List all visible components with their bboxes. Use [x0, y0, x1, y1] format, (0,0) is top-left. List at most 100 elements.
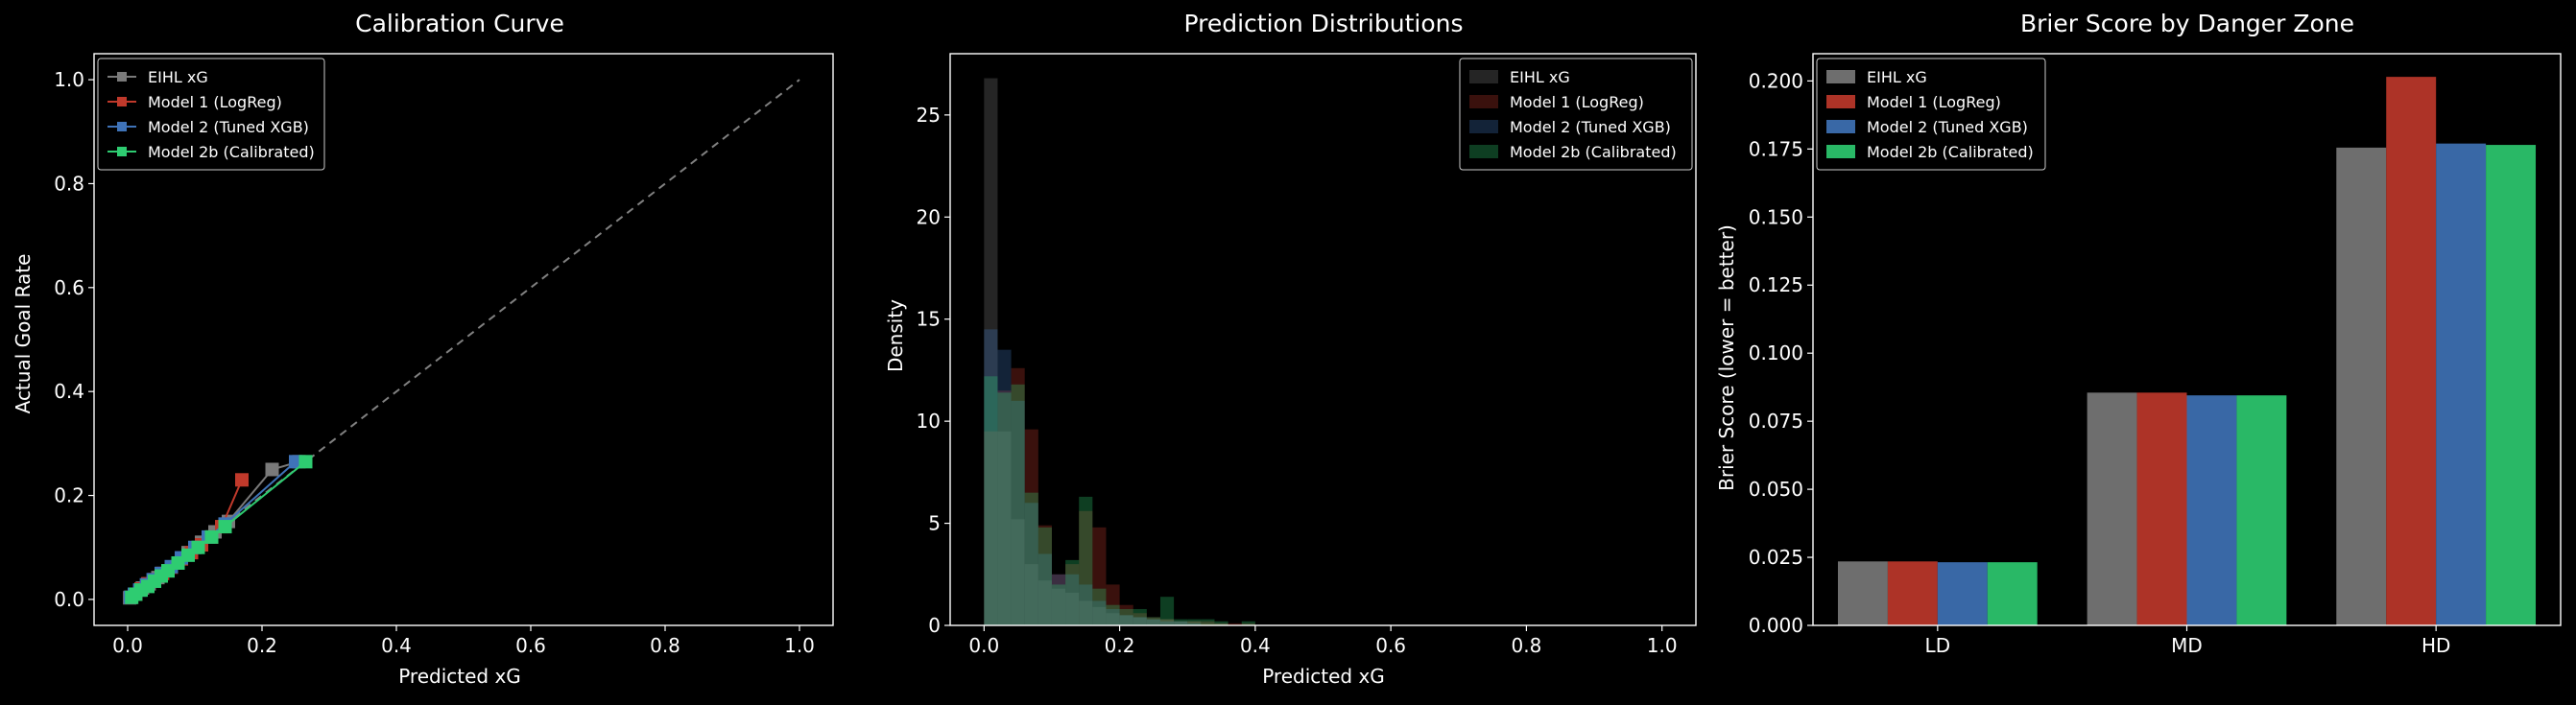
- calibration-ylabel: Actual Goal Rate: [12, 254, 35, 414]
- distribution-bar-eihl-xg: [997, 431, 1012, 625]
- distribution-xtick-label: 0.8: [1512, 634, 1542, 657]
- distribution-bar-model-2b-calibrated: [1051, 584, 1066, 625]
- distribution-bar-eihl-xg: [1092, 606, 1107, 625]
- brier-legend-swatch: [1826, 70, 1855, 83]
- distribution-bar-model-1-logreg: [1024, 429, 1038, 625]
- brier-legend-label: Model 2b (Calibrated): [1867, 143, 2034, 161]
- brier-ylabel: Brier Score (lower = better): [1715, 224, 1738, 491]
- brier-bar-eihl-xg-hd: [2336, 147, 2387, 625]
- distribution-bar-model-2-tuned-xgb: [1079, 584, 1093, 625]
- distribution-ytick-label: 15: [917, 308, 941, 331]
- distribution-bar-model-1-logreg: [1038, 525, 1052, 625]
- brier-legend-swatch: [1826, 95, 1855, 108]
- distribution-bar-eihl-xg: [1065, 592, 1080, 625]
- distribution-bar-model-2b-calibrated: [1079, 496, 1093, 625]
- brier-bar-eihl-xg-md: [2087, 392, 2137, 625]
- brier-ytick-label: 0.125: [1749, 273, 1803, 296]
- brier-ytick-label: 0.000: [1749, 614, 1803, 637]
- distribution-bar-model-2-tuned-xgb: [1174, 621, 1188, 625]
- distribution-ylabel: Density: [884, 299, 907, 372]
- calibration-point-model-2b-calibrated: [204, 529, 219, 544]
- calibration-xtick-label: 0.0: [112, 634, 143, 657]
- calibration-legend-label: Model 1 (LogReg): [148, 93, 282, 111]
- distribution-bar-model-2b-calibrated: [1159, 597, 1175, 625]
- calibration-legend-marker: [117, 147, 127, 156]
- calibration-legend-marker: [117, 72, 127, 82]
- calibration-point-model-1-logreg: [235, 473, 249, 487]
- distribution-bar-model-1-logreg: [1051, 574, 1066, 625]
- distribution-bar-eihl-xg: [1119, 615, 1133, 625]
- distribution-bar-eihl-xg: [1187, 621, 1202, 625]
- distribution-bar-eihl-xg: [1051, 588, 1066, 625]
- distribution-bar-model-1-logreg: [1011, 367, 1025, 625]
- distribution-bar-model-2b-calibrated: [1011, 384, 1025, 625]
- distribution-bar-eihl-xg: [1201, 623, 1215, 625]
- brier-bar-model-2b-calibrated-hd: [2486, 145, 2537, 626]
- distribution-xlabel: Predicted xG: [1262, 665, 1385, 688]
- distribution-xtick-label: 1.0: [1647, 634, 1678, 657]
- distribution-legend-box: [1459, 58, 1693, 171]
- brier-category-label: HD: [2421, 634, 2450, 657]
- calibration-xtick-label: 1.0: [784, 634, 815, 657]
- distribution-legend-label: Model 2 (Tuned XGB): [1510, 118, 1671, 136]
- brier-title: Brier Score by Danger Zone: [2020, 10, 2354, 37]
- calibration-legend-marker: [117, 97, 127, 106]
- distribution-axes-frame: [949, 53, 1697, 626]
- distribution-bar-model-2b-calibrated: [1174, 619, 1188, 625]
- distribution-bar-model-2-tuned-xgb: [1187, 623, 1202, 625]
- distribution-bar-model-2b-calibrated: [1065, 559, 1080, 625]
- brier-bar-model-2b-calibrated-md: [2236, 395, 2287, 625]
- distribution-bar-model-2b-calibrated: [997, 392, 1012, 625]
- distribution-bar-model-2b-calibrated: [1038, 527, 1052, 625]
- distribution-bar-eihl-xg: [984, 78, 998, 626]
- brier-legend-label: EIHL xG: [1867, 68, 1927, 86]
- distribution-bar-model-1-logreg: [1106, 584, 1120, 625]
- calibration-xtick-label: 0.4: [381, 634, 412, 657]
- distribution-bar-eihl-xg: [1174, 621, 1188, 625]
- calibration-point-model-2b-calibrated: [191, 540, 205, 554]
- distribution-bar-model-2b-calibrated: [1106, 604, 1120, 625]
- distribution-xtick-label: 0.6: [1375, 634, 1406, 657]
- distribution-bar-model-2b-calibrated: [1201, 619, 1215, 625]
- distribution-xtick-label: 0.2: [1105, 634, 1135, 657]
- distribution-bar-model-2b-calibrated: [1133, 608, 1147, 625]
- distribution-bar-model-2b-calibrated: [984, 376, 998, 625]
- distribution-bar-model-1-logreg: [1146, 617, 1160, 625]
- distribution-bar-model-1-logreg: [997, 390, 1012, 625]
- distribution-bar-model-2-tuned-xgb: [984, 329, 998, 625]
- distribution-bar-model-2b-calibrated: [1119, 608, 1133, 625]
- brier-bar-model-2b-calibrated-ld: [1987, 562, 2038, 625]
- calibration-perfect-diagonal: [127, 79, 800, 600]
- calibration-xtick-label: 0.8: [650, 634, 680, 657]
- calibration-ytick-label: 1.0: [54, 68, 84, 91]
- brier-legend-swatch: [1826, 145, 1855, 158]
- calibration-point-model-2b-calibrated: [218, 520, 232, 534]
- distribution-legend-swatch: [1469, 145, 1498, 158]
- distribution-ytick-label: 20: [917, 205, 941, 228]
- distribution-bar-eihl-xg: [1079, 600, 1093, 625]
- distribution-title: Prediction Distributions: [1183, 10, 1463, 37]
- distribution-bar-model-2-tuned-xgb: [1051, 574, 1066, 625]
- distribution-bar-model-2-tuned-xgb: [997, 349, 1012, 625]
- calibration-ytick-label: 0.8: [54, 172, 84, 195]
- distribution-legend-label: EIHL xG: [1510, 68, 1570, 86]
- distribution-bar-eihl-xg: [1038, 580, 1052, 625]
- brier-legend-label: Model 1 (LogReg): [1867, 93, 2001, 111]
- distribution-bar-model-1-logreg: [1092, 527, 1107, 625]
- calibration-point-model-2b-calibrated: [298, 455, 313, 469]
- calibration-legend-label: EIHL xG: [148, 68, 208, 86]
- distribution-xtick-label: 0.4: [1240, 634, 1271, 657]
- distribution-xtick-label: 0.0: [968, 634, 999, 657]
- distribution-ytick-label: 0: [928, 614, 941, 637]
- distribution-bar-model-1-logreg: [1119, 604, 1133, 625]
- calibration-ytick-label: 0.4: [54, 380, 84, 403]
- distribution-bar-eihl-xg: [1146, 619, 1160, 625]
- distribution-bar-model-1-logreg: [1201, 621, 1215, 625]
- distribution-bar-model-2-tuned-xgb: [1146, 619, 1160, 625]
- distribution-bar-eihl-xg: [1024, 564, 1038, 625]
- calibration-xlabel: Predicted xG: [398, 665, 521, 688]
- distribution-bar-model-2-tuned-xgb: [1011, 400, 1025, 625]
- distribution-bar-eihl-xg: [1133, 617, 1147, 625]
- brier-panel: Brier Score by Danger Zone Brier Score (…: [1715, 10, 2562, 657]
